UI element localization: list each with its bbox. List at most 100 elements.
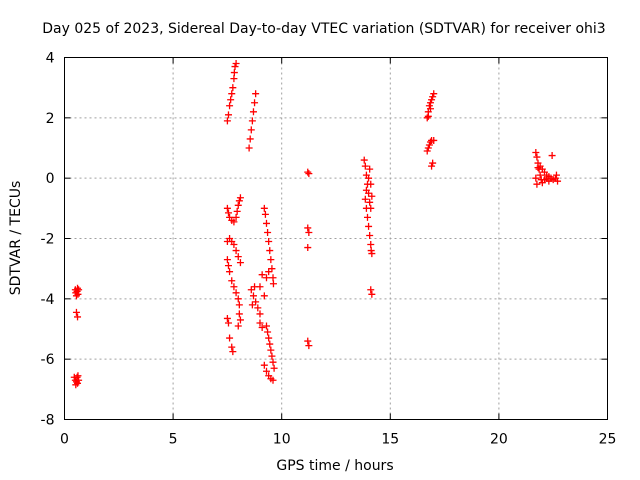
grid-lines bbox=[65, 58, 608, 420]
data-point bbox=[256, 283, 263, 290]
data-point bbox=[228, 344, 235, 351]
y-tick-label: 0 bbox=[46, 171, 55, 187]
data-point bbox=[305, 342, 312, 349]
data-point bbox=[533, 154, 540, 161]
data-point bbox=[367, 286, 374, 293]
data-point bbox=[225, 319, 232, 326]
axis-ticks: 0 5 10 15 20 25-8-6-4-2024 bbox=[41, 51, 617, 448]
data-point bbox=[267, 256, 274, 263]
data-point bbox=[366, 232, 373, 239]
data-point bbox=[261, 205, 268, 212]
data-point bbox=[264, 229, 271, 236]
data-points bbox=[71, 60, 561, 388]
data-point bbox=[224, 315, 231, 322]
data-point bbox=[74, 313, 81, 320]
data-point bbox=[250, 108, 257, 115]
y-tick-label: 2 bbox=[46, 111, 55, 127]
data-point bbox=[228, 277, 235, 284]
y-tick-label: -6 bbox=[41, 352, 55, 368]
data-point bbox=[233, 247, 240, 254]
chart: Day 025 of 2023, Sidereal Day-to-day VTE… bbox=[0, 0, 640, 480]
data-point bbox=[229, 348, 236, 355]
data-point bbox=[361, 157, 368, 164]
data-point bbox=[246, 145, 253, 152]
y-tick-label: -4 bbox=[41, 292, 55, 308]
data-point bbox=[225, 111, 232, 118]
x-tick-label: 5 bbox=[169, 432, 178, 448]
data-point bbox=[532, 149, 539, 156]
x-tick-label: 15 bbox=[381, 432, 399, 448]
data-point bbox=[234, 208, 241, 215]
y-tick-label: -2 bbox=[41, 232, 55, 248]
data-point bbox=[264, 329, 271, 336]
data-point bbox=[261, 362, 268, 369]
data-point bbox=[235, 322, 242, 329]
data-point bbox=[226, 335, 233, 342]
data-point bbox=[251, 99, 258, 106]
y-tick-label: 4 bbox=[46, 51, 55, 67]
x-tick-label: 25 bbox=[599, 432, 617, 448]
data-point bbox=[363, 205, 370, 212]
data-point bbox=[229, 84, 236, 91]
x-tick-label: 0 bbox=[60, 432, 69, 448]
data-point bbox=[224, 117, 231, 124]
data-point bbox=[265, 238, 272, 245]
data-point bbox=[252, 90, 259, 97]
data-point bbox=[226, 268, 233, 275]
data-point bbox=[364, 214, 371, 221]
data-point bbox=[266, 247, 273, 254]
x-axis-label: GPS time / hours bbox=[276, 458, 393, 474]
data-point bbox=[227, 96, 234, 103]
data-point bbox=[305, 170, 312, 177]
data-point bbox=[236, 301, 243, 308]
data-point bbox=[367, 241, 374, 248]
data-point bbox=[224, 205, 231, 212]
data-point bbox=[304, 224, 311, 231]
y-tick-label: -8 bbox=[41, 413, 55, 429]
data-point bbox=[425, 113, 432, 120]
data-point bbox=[230, 75, 237, 82]
data-point bbox=[237, 316, 244, 323]
data-point bbox=[367, 181, 374, 188]
chart-title: Day 025 of 2023, Sidereal Day-to-day VTE… bbox=[42, 21, 605, 37]
data-point bbox=[225, 262, 232, 269]
x-tick-label: 10 bbox=[273, 432, 291, 448]
data-point bbox=[235, 202, 242, 209]
data-point bbox=[262, 211, 269, 218]
data-point bbox=[250, 292, 257, 299]
data-point bbox=[263, 220, 270, 227]
data-point bbox=[424, 114, 431, 121]
data-point bbox=[236, 310, 243, 317]
data-point bbox=[270, 274, 277, 281]
data-point bbox=[267, 347, 274, 354]
data-point bbox=[231, 69, 238, 76]
data-point bbox=[263, 322, 270, 329]
data-point bbox=[225, 209, 232, 216]
data-point bbox=[256, 310, 263, 317]
data-point bbox=[305, 229, 312, 236]
data-point bbox=[235, 253, 242, 260]
data-point bbox=[249, 117, 256, 124]
data-point bbox=[248, 126, 255, 133]
data-point bbox=[268, 353, 275, 360]
data-point bbox=[224, 256, 231, 263]
data-point bbox=[237, 259, 244, 266]
data-point bbox=[304, 244, 311, 251]
data-point bbox=[73, 309, 80, 316]
data-point bbox=[368, 291, 375, 298]
data-point bbox=[233, 289, 240, 296]
data-point bbox=[226, 102, 233, 109]
data-point bbox=[228, 90, 235, 97]
data-point bbox=[270, 280, 277, 287]
data-point bbox=[304, 338, 311, 345]
data-point bbox=[235, 295, 242, 302]
data-point bbox=[247, 135, 254, 142]
y-axis-label: SDTVAR / TECUs bbox=[8, 181, 24, 296]
data-point bbox=[365, 223, 372, 230]
data-point bbox=[270, 359, 277, 366]
data-point bbox=[271, 365, 278, 372]
data-point bbox=[304, 169, 311, 176]
data-point bbox=[261, 292, 268, 299]
data-point bbox=[549, 152, 556, 159]
data-point bbox=[266, 341, 273, 348]
